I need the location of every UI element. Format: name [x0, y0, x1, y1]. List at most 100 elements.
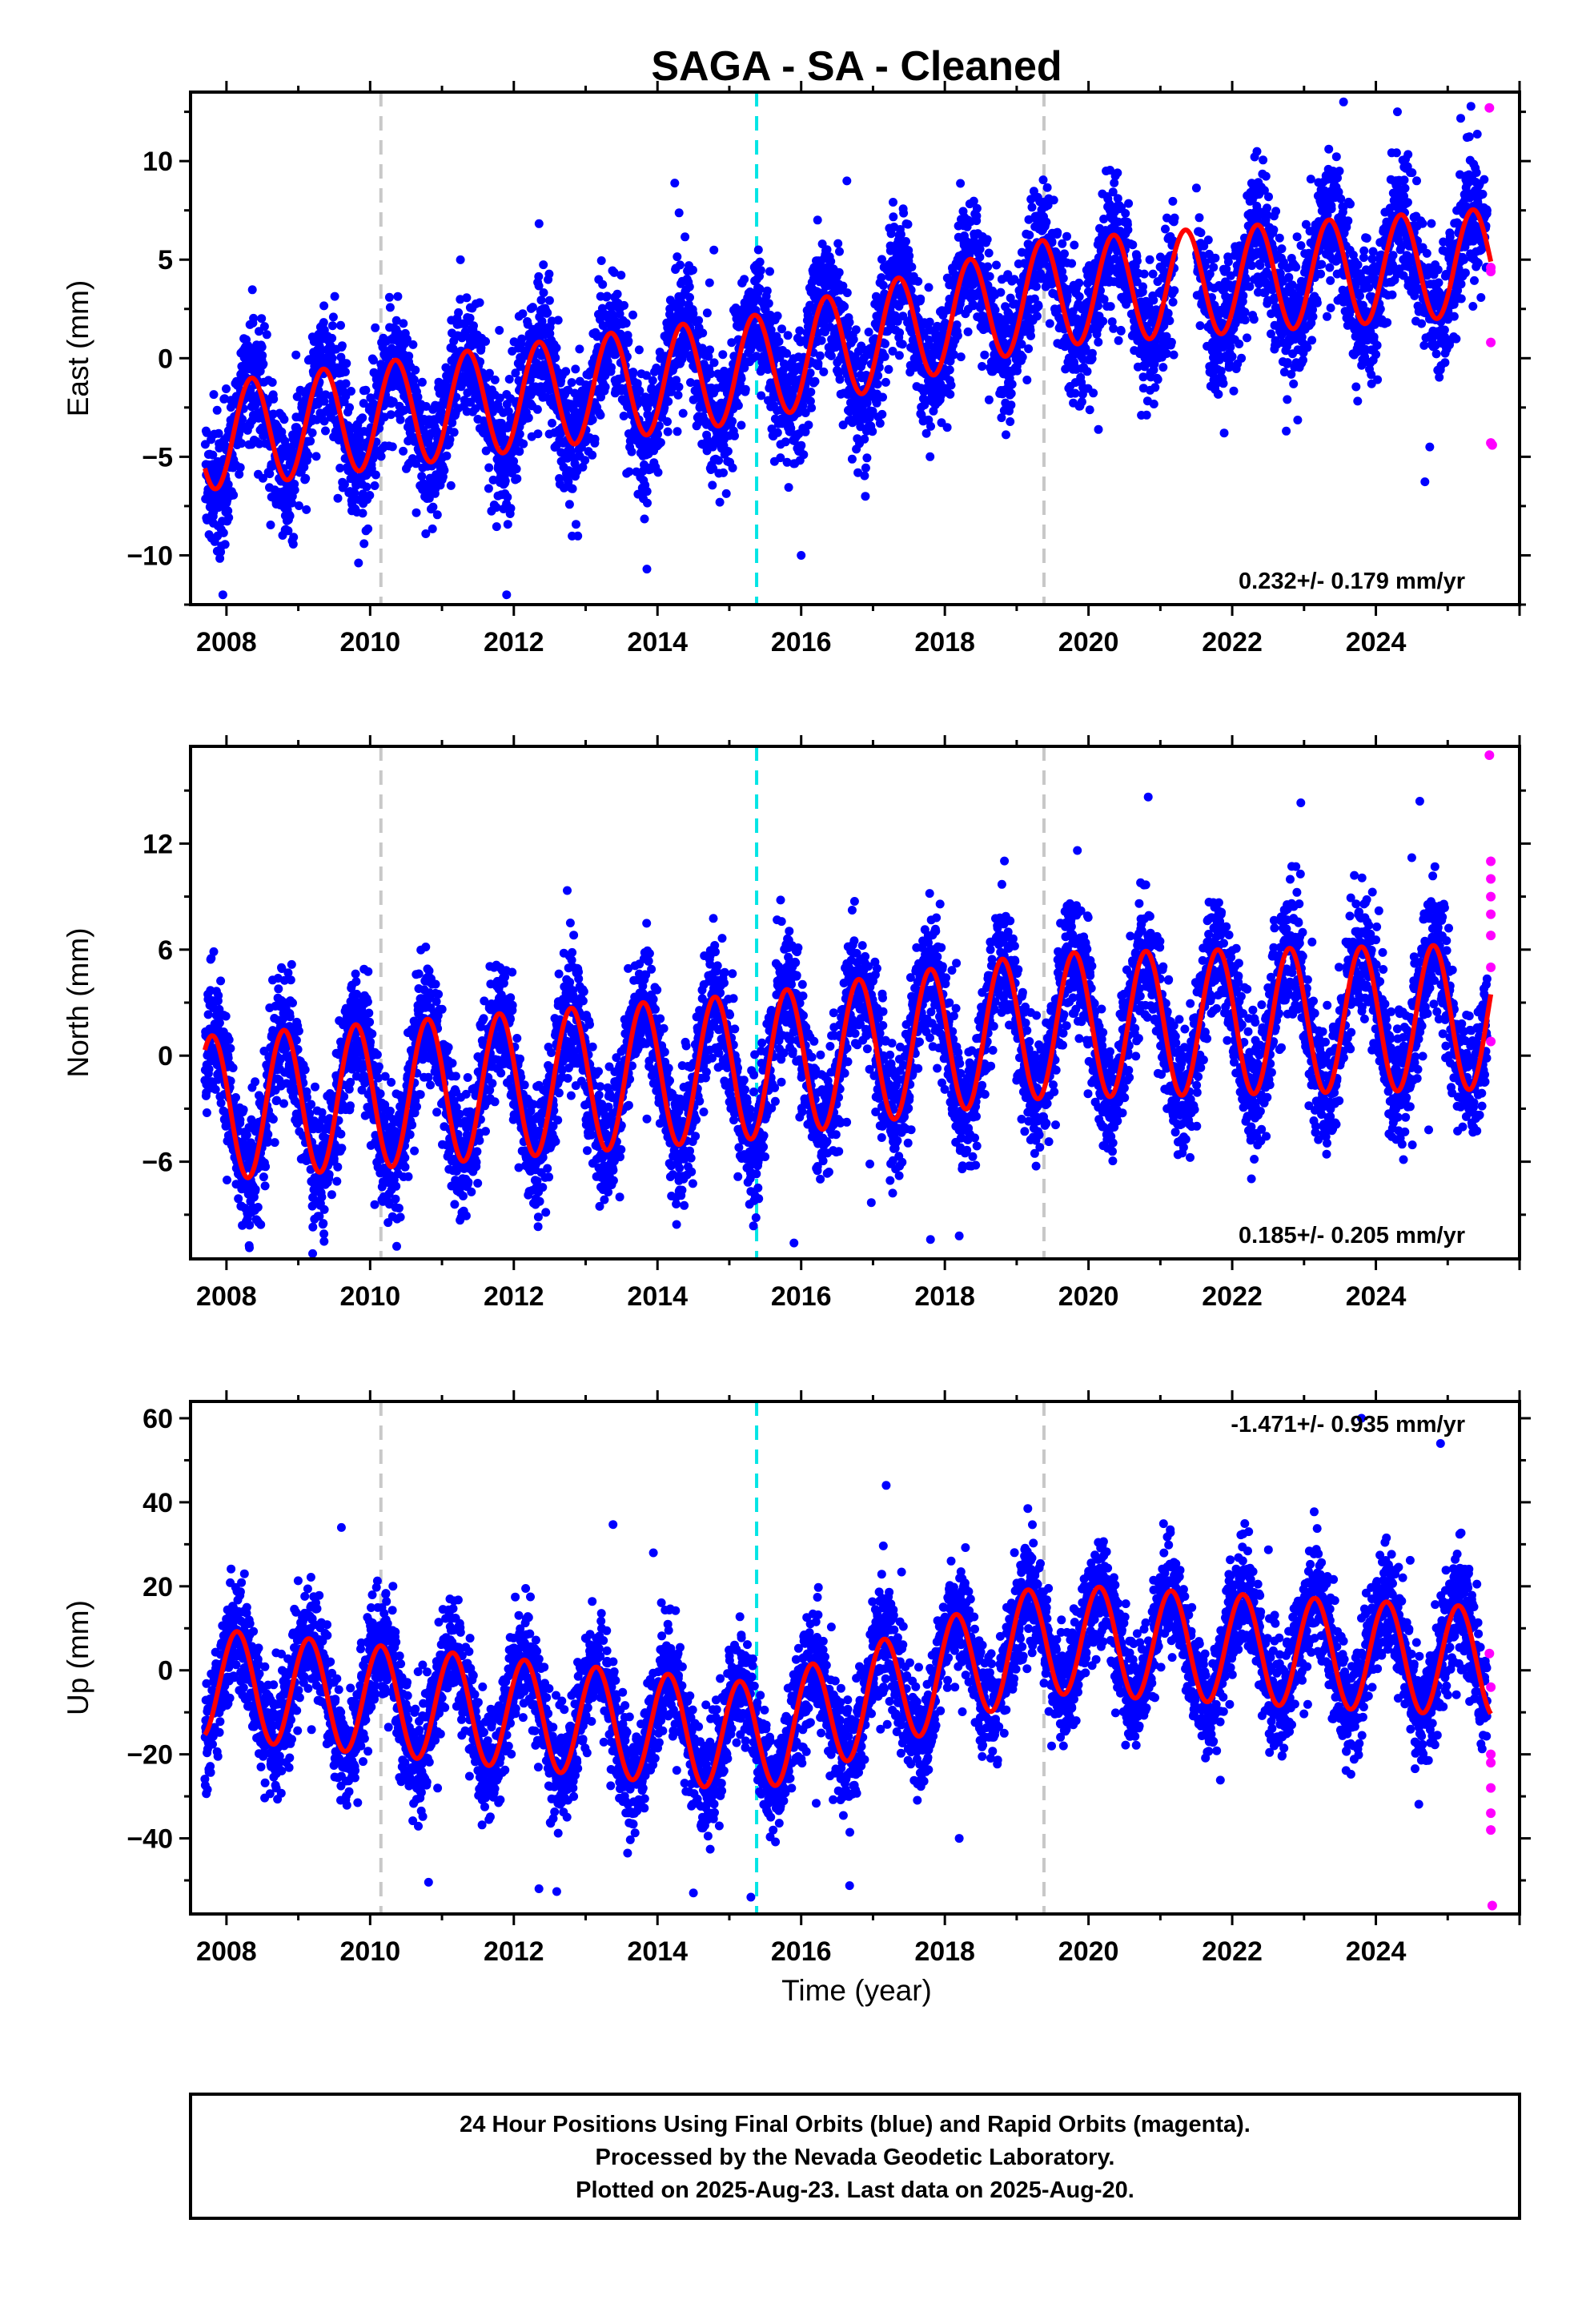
east-point — [350, 489, 359, 498]
east-point — [1132, 256, 1142, 266]
east-point — [673, 252, 682, 262]
east-point — [266, 521, 275, 529]
east-point — [327, 321, 337, 331]
chart-title: SAGA - SA - Cleaned — [651, 43, 1062, 90]
east-point — [627, 447, 636, 456]
east-point — [561, 367, 571, 376]
east-point — [926, 452, 935, 461]
east-point — [258, 351, 267, 360]
east-point — [813, 359, 823, 368]
east-point — [1074, 292, 1084, 301]
east-point — [515, 447, 524, 456]
east-point — [484, 463, 494, 472]
east-point — [200, 440, 210, 449]
east-point — [673, 390, 683, 400]
east-point — [552, 343, 561, 352]
east-point — [413, 392, 423, 402]
east-point — [1139, 269, 1149, 279]
east-point — [456, 255, 465, 264]
east-point — [1223, 257, 1233, 267]
east-point — [862, 453, 872, 463]
east-point — [607, 363, 616, 372]
east-point — [764, 299, 773, 308]
east-point — [1024, 344, 1034, 353]
east-point — [1170, 213, 1179, 223]
east-point — [1240, 308, 1250, 317]
east-point — [484, 368, 494, 378]
east-point — [568, 484, 577, 493]
east-point — [685, 292, 694, 302]
east-point — [1216, 366, 1226, 376]
east-point — [399, 446, 408, 456]
east-point — [359, 539, 369, 549]
east-point — [705, 345, 715, 355]
east-point — [1087, 348, 1097, 358]
east-point — [1153, 375, 1162, 384]
east-point — [916, 294, 926, 304]
east-point — [1085, 405, 1094, 415]
east-point — [411, 365, 420, 375]
east-point — [545, 329, 555, 339]
east-point — [1013, 366, 1022, 376]
east-panel: 2008 2010 2012 2014 2016 2018 2020 2022 2024−10−… — [62, 81, 1531, 657]
east-point — [806, 388, 816, 396]
east-point — [835, 247, 844, 256]
east-point — [265, 469, 275, 479]
east-point — [511, 368, 520, 378]
east-point — [528, 303, 537, 312]
east-point — [475, 298, 484, 308]
east-point — [698, 328, 708, 338]
east-point — [492, 522, 501, 532]
east-point — [673, 427, 682, 436]
east-point — [877, 409, 887, 419]
east-point — [462, 293, 472, 303]
east-point — [572, 520, 580, 529]
east-point — [897, 340, 907, 349]
east-point — [563, 453, 572, 463]
east-point — [488, 475, 498, 485]
east-point — [347, 387, 355, 396]
east-point — [851, 325, 861, 335]
east-point — [847, 454, 857, 464]
east-point — [223, 480, 233, 489]
east-point — [762, 286, 772, 296]
east-point — [428, 502, 438, 512]
east-point — [1106, 302, 1115, 312]
east-point — [391, 316, 401, 325]
east-point — [361, 385, 371, 395]
east-point — [534, 271, 544, 281]
east-point — [840, 302, 849, 312]
east-point — [875, 419, 885, 428]
east-point — [345, 403, 354, 412]
east-point — [294, 501, 303, 510]
east-point — [1027, 203, 1037, 212]
east-point — [412, 459, 420, 468]
east-point — [417, 377, 427, 387]
east-point — [371, 323, 380, 332]
east-point — [512, 464, 521, 474]
east-point — [773, 312, 782, 320]
east-point — [1243, 333, 1251, 343]
east-point — [419, 425, 428, 435]
east-point — [354, 558, 363, 568]
east-point — [765, 267, 774, 276]
east-point — [432, 510, 442, 520]
east-point — [454, 308, 464, 317]
east-point — [632, 379, 642, 388]
east-point — [539, 260, 548, 270]
east-point — [1006, 388, 1016, 398]
east-point — [341, 379, 351, 388]
east-point — [247, 285, 257, 295]
east-point — [369, 356, 378, 365]
east-point — [1229, 386, 1239, 396]
east-point — [1163, 308, 1173, 318]
east-point — [229, 490, 239, 500]
east-point — [845, 318, 854, 327]
east-point — [781, 437, 790, 447]
east-point — [306, 436, 315, 446]
east-point — [399, 319, 408, 328]
east-point — [362, 482, 371, 492]
east-point — [1067, 259, 1077, 268]
east-point — [1058, 274, 1068, 283]
east-point — [509, 337, 519, 347]
